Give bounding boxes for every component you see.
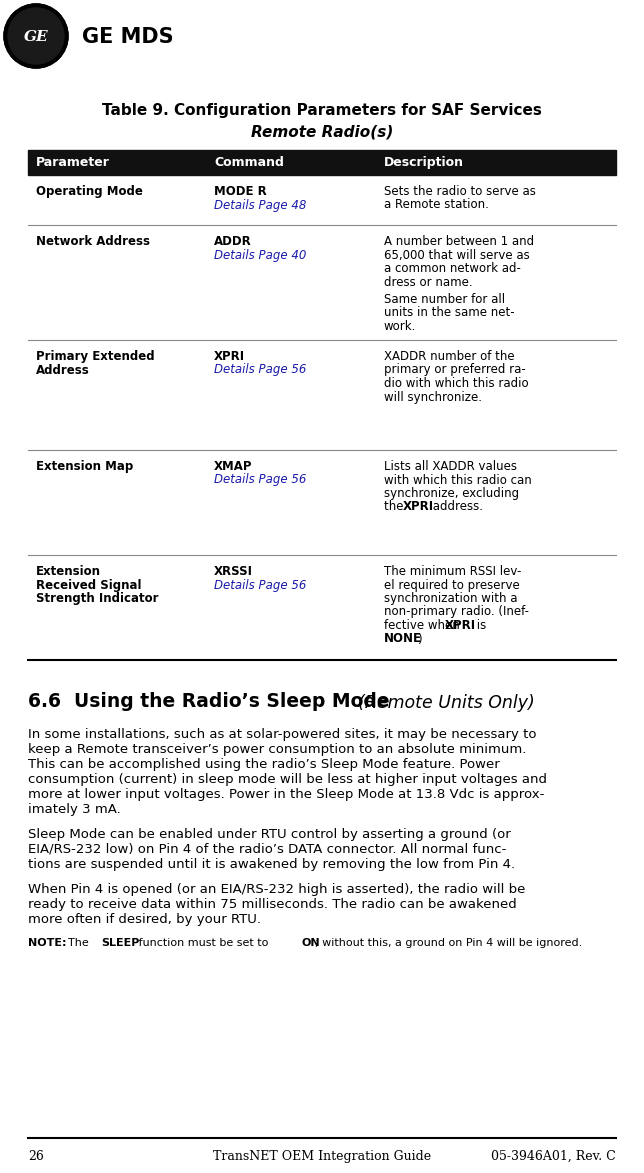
Text: work.: work. (384, 320, 417, 333)
Text: Extension Map: Extension Map (36, 460, 133, 473)
Text: dio with which this radio: dio with which this radio (384, 377, 529, 389)
Text: XPRI: XPRI (214, 350, 245, 362)
Text: XPRI: XPRI (445, 619, 476, 632)
Text: When Pin 4 is opened (or an EIA/RS-232 high is asserted), the radio will be: When Pin 4 is opened (or an EIA/RS-232 h… (28, 883, 526, 896)
Text: Sets the radio to serve as: Sets the radio to serve as (384, 185, 536, 198)
Text: Same number for all: Same number for all (384, 293, 505, 306)
Text: ADDR: ADDR (214, 235, 252, 248)
Text: keep a Remote transceiver’s power consumption to an absolute minimum.: keep a Remote transceiver’s power consum… (28, 743, 526, 757)
Text: consumption (current) in sleep mode will be less at higher input voltages and: consumption (current) in sleep mode will… (28, 773, 547, 786)
Text: GE: GE (24, 30, 48, 45)
Text: Lists all XADDR values: Lists all XADDR values (384, 460, 517, 473)
Text: Primary Extended: Primary Extended (36, 350, 155, 362)
Text: MODE R: MODE R (214, 185, 267, 198)
Text: ready to receive data within 75 milliseconds. The radio can be awakened: ready to receive data within 75 millisec… (28, 899, 516, 911)
Text: EIA/RS-232 low) on Pin 4 of the radio’s DATA connector. All normal func-: EIA/RS-232 low) on Pin 4 of the radio’s … (28, 843, 506, 856)
Text: GE MDS: GE MDS (82, 27, 174, 47)
Text: the: the (384, 501, 407, 514)
Text: dress or name.: dress or name. (384, 276, 473, 289)
Text: This can be accomplished using the radio’s Sleep Mode feature. Power: This can be accomplished using the radio… (28, 758, 500, 771)
Ellipse shape (4, 4, 68, 68)
Text: TransNET OEM Integration Guide: TransNET OEM Integration Guide (213, 1150, 431, 1162)
Text: Address: Address (36, 364, 90, 377)
Text: The: The (61, 938, 93, 948)
Text: a Remote station.: a Remote station. (384, 198, 489, 211)
Text: A number between 1 and: A number between 1 and (384, 235, 534, 248)
Text: The minimum RSSI lev-: The minimum RSSI lev- (384, 565, 522, 578)
Text: Sleep Mode can be enabled under RTU control by asserting a ground (or: Sleep Mode can be enabled under RTU cont… (28, 828, 511, 841)
Text: Parameter: Parameter (36, 156, 110, 169)
Text: synchronize, excluding: synchronize, excluding (384, 487, 519, 500)
Text: Strength Indicator: Strength Indicator (36, 592, 158, 605)
Text: XADDR number of the: XADDR number of the (384, 350, 515, 362)
Text: fective when: fective when (384, 619, 464, 632)
Text: el required to preserve: el required to preserve (384, 578, 520, 591)
Text: tions are suspended until it is awakened by removing the low from Pin 4.: tions are suspended until it is awakened… (28, 857, 515, 872)
Text: Remote Radio(s): Remote Radio(s) (251, 124, 393, 140)
Text: 6.6  Using the Radio’s Sleep Mode: 6.6 Using the Radio’s Sleep Mode (28, 692, 396, 711)
Text: 05-3946A01, Rev. C: 05-3946A01, Rev. C (491, 1150, 616, 1162)
Text: function must be set to: function must be set to (135, 938, 272, 948)
Text: will synchronize.: will synchronize. (384, 391, 482, 404)
Text: ; without this, a ground on Pin 4 will be ignored.: ; without this, a ground on Pin 4 will b… (315, 938, 582, 948)
Text: Details Page 48: Details Page 48 (214, 198, 307, 211)
Text: ON: ON (301, 938, 320, 948)
Text: Received Signal: Received Signal (36, 578, 142, 591)
Text: (Remote Units Only): (Remote Units Only) (358, 694, 535, 712)
Text: non-primary radio. (Inef-: non-primary radio. (Inef- (384, 605, 529, 618)
Text: more at lower input voltages. Power in the Sleep Mode at 13.8 Vdc is approx-: more at lower input voltages. Power in t… (28, 788, 544, 801)
Circle shape (4, 4, 68, 68)
Bar (28, 150, 616, 175)
Text: Table 9. Configuration Parameters for SAF Services: Table 9. Configuration Parameters for SA… (102, 102, 542, 117)
Text: XMAP: XMAP (214, 460, 252, 473)
Text: XRSSI: XRSSI (214, 565, 253, 578)
Text: NONE: NONE (384, 632, 422, 645)
Text: synchronization with a: synchronization with a (384, 592, 518, 605)
Text: with which this radio can: with which this radio can (384, 474, 532, 487)
Text: Operating Mode: Operating Mode (36, 185, 143, 198)
Text: SLEEP: SLEEP (101, 938, 140, 948)
Text: Details Page 56: Details Page 56 (214, 474, 307, 487)
Text: Details Page 56: Details Page 56 (214, 364, 307, 377)
Text: ): ) (417, 632, 422, 645)
Text: Network Address: Network Address (36, 235, 150, 248)
Text: units in the same net-: units in the same net- (384, 306, 515, 319)
Text: Command: Command (214, 156, 284, 169)
Text: XPRI: XPRI (403, 501, 434, 514)
Text: Description: Description (384, 156, 464, 169)
Text: 65,000 that will serve as: 65,000 that will serve as (384, 249, 530, 262)
Text: more often if desired, by your RTU.: more often if desired, by your RTU. (28, 913, 261, 925)
Text: address.: address. (429, 501, 483, 514)
Ellipse shape (8, 8, 64, 65)
Text: Extension: Extension (36, 565, 101, 578)
Text: Details Page 40: Details Page 40 (214, 249, 307, 262)
Text: NOTE:: NOTE: (28, 938, 66, 948)
Text: primary or preferred ra-: primary or preferred ra- (384, 364, 526, 377)
Text: is: is (473, 619, 486, 632)
Text: 26: 26 (28, 1150, 44, 1162)
Text: a common network ad-: a common network ad- (384, 262, 521, 274)
Text: imately 3 mA.: imately 3 mA. (28, 804, 121, 816)
Text: Details Page 56: Details Page 56 (214, 578, 307, 591)
Text: In some installations, such as at solar-powered sites, it may be necessary to: In some installations, such as at solar-… (28, 728, 536, 741)
